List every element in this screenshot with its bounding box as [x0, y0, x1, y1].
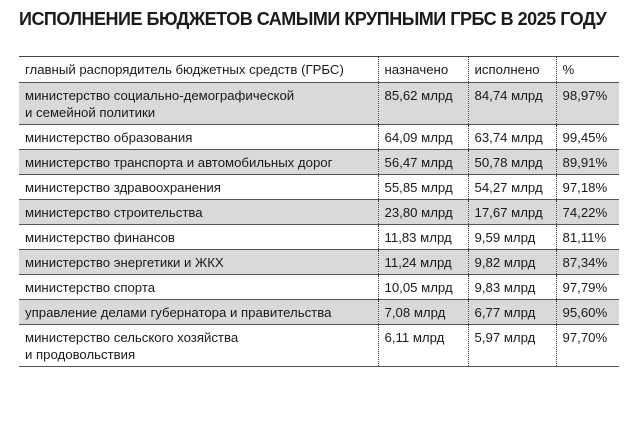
- row-planned: 64,09 млрд: [377, 124, 468, 150]
- budget-execution-table: главный распорядитель бюджетных средств …: [19, 56, 619, 367]
- row-percent: 87,34%: [555, 249, 619, 275]
- header-planned: назначено: [377, 56, 468, 83]
- row-planned: 11,83 млрд: [377, 224, 468, 250]
- row-name-line2: и продовольствия: [25, 347, 136, 362]
- row-planned: 85,62 млрд: [377, 82, 468, 125]
- row-name: министерство энергетики и ЖКХ: [19, 249, 378, 275]
- row-planned: 56,47 млрд: [377, 149, 468, 175]
- page-title: ИСПОЛНЕНИЕ БЮДЖЕТОВ САМЫМИ КРУПНЫМИ ГРБС…: [19, 9, 607, 29]
- row-name: министерство строительства: [19, 199, 378, 225]
- row-name: министерство финансов: [19, 224, 378, 250]
- row-name: управление делами губернатора и правител…: [19, 299, 378, 325]
- row-executed: 9,82 млрд: [467, 249, 556, 275]
- row-executed: 54,27 млрд: [467, 174, 556, 200]
- row-name: министерство транспорта и автомобильных …: [19, 149, 378, 175]
- row-executed: 6,77 млрд: [467, 299, 556, 325]
- row-planned: 10,05 млрд: [377, 274, 468, 300]
- row-planned: 23,80 млрд: [377, 199, 468, 225]
- table-row: министерство социально-демографической и …: [19, 82, 619, 125]
- row-executed: 50,78 млрд: [467, 149, 556, 175]
- row-executed: 84,74 млрд: [467, 82, 556, 125]
- row-executed: 9,83 млрд: [467, 274, 556, 300]
- row-percent: 95,60%: [555, 299, 619, 325]
- row-executed: 9,59 млрд: [467, 224, 556, 250]
- row-name-line1: министерство социально-демографической: [25, 88, 295, 103]
- row-planned: 7,08 млрд: [377, 299, 468, 325]
- row-name: министерство здравоохранения: [19, 174, 378, 200]
- row-percent: 81,11%: [555, 224, 619, 250]
- row-name-line2: и семейной политики: [25, 105, 156, 120]
- row-executed: 5,97 млрд: [467, 324, 556, 367]
- row-name: министерство образования: [19, 124, 378, 150]
- row-percent: 99,45%: [555, 124, 619, 150]
- header-executed: исполнено: [467, 56, 556, 83]
- row-name: министерство сельского хозяйства и продов…: [19, 324, 378, 367]
- row-percent: 74,22%: [555, 199, 619, 225]
- row-name: министерство спорта: [19, 274, 378, 300]
- table-row: управление делами губернатора и правител…: [19, 299, 619, 325]
- header-grbs: главный распорядитель бюджетных средств …: [19, 56, 378, 83]
- row-executed: 17,67 млрд: [467, 199, 556, 225]
- row-percent: 97,70%: [555, 324, 619, 367]
- row-percent: 97,79%: [555, 274, 619, 300]
- row-name: министерство социально-демографической и …: [19, 82, 378, 125]
- table-row: министерство строительства 23,80 млрд 17…: [19, 199, 619, 225]
- table-header-row: главный распорядитель бюджетных средств …: [19, 56, 619, 83]
- header-percent: %: [555, 56, 619, 83]
- row-planned: 6,11 млрд: [377, 324, 468, 367]
- row-percent: 89,91%: [555, 149, 619, 175]
- table-row: министерство сельского хозяйства и продов…: [19, 324, 619, 367]
- table-row: министерство образования 64,09 млрд 63,7…: [19, 124, 619, 150]
- row-name-line1: министерство сельского хозяйства: [25, 330, 239, 345]
- row-planned: 11,24 млрд: [377, 249, 468, 275]
- table-row: министерство финансов 11,83 млрд 9,59 мл…: [19, 224, 619, 250]
- row-executed: 63,74 млрд: [467, 124, 556, 150]
- row-percent: 98,97%: [555, 82, 619, 125]
- table-row: министерство здравоохранения 55,85 млрд …: [19, 174, 619, 200]
- row-planned: 55,85 млрд: [377, 174, 468, 200]
- table-row: министерство спорта 10,05 млрд 9,83 млрд…: [19, 274, 619, 300]
- table-row: министерство энергетики и ЖКХ 11,24 млрд…: [19, 249, 619, 275]
- table-row: министерство транспорта и автомобильных …: [19, 149, 619, 175]
- row-percent: 97,18%: [555, 174, 619, 200]
